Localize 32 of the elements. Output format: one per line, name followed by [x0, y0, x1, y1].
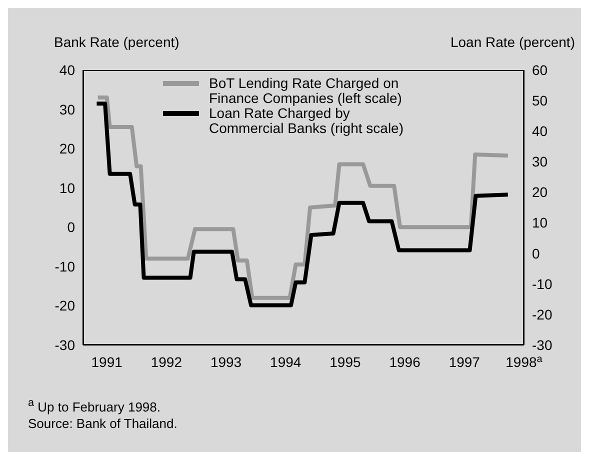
y2-tick-label: 0: [532, 245, 540, 262]
y-tick-label: 40: [59, 62, 76, 78]
x-tick-label: 1995: [330, 354, 361, 370]
x-tick-label: 1991: [91, 354, 123, 370]
y2-tick-label: -20: [532, 306, 552, 322]
legend-label: BoT Lending Rate Charged on Finance Companies (left scale): [209, 75, 403, 106]
y-tick-label: 0: [67, 219, 76, 236]
y2-tick-label: 40: [532, 123, 548, 140]
y-tick-label: 10: [59, 180, 76, 196]
y2-tick-label: 10: [532, 214, 548, 231]
y-tick-label: -30: [54, 336, 76, 353]
x-tick-label: 1996: [389, 354, 421, 370]
x-tick-label: 1994: [270, 354, 302, 370]
y-axis-title: Bank Rate (percent): [54, 34, 180, 50]
y-tick-label: 20: [59, 140, 76, 157]
y-tick-label: -20: [54, 298, 76, 314]
x-tick-label: 1997: [448, 354, 480, 370]
y-tick-label: 30: [59, 101, 76, 118]
x-tick-label: 1993: [210, 354, 242, 370]
y2-tick-label: 50: [532, 92, 548, 109]
y2-tick-label: -30: [532, 336, 552, 353]
source-note: Source: Bank of Thailand.: [28, 415, 178, 432]
x-tick-label: 1998$^{a}$: [506, 354, 543, 370]
y2-axis-title: Loan Rate (percent): [450, 34, 575, 50]
legend-label: Loan Rate Charged by Commercial Banks (right scale): [209, 105, 404, 136]
y2-tick-label: 20: [532, 184, 548, 200]
x-tick-label: 1992: [150, 354, 182, 370]
y-tick-label: -10: [54, 258, 76, 274]
y2-tick-label: 60: [532, 62, 548, 78]
y2-tick-label: 30: [532, 154, 548, 170]
y2-tick-label: -10: [532, 276, 552, 292]
text: $^{a}$ Up to February 1998.: [28, 396, 162, 416]
